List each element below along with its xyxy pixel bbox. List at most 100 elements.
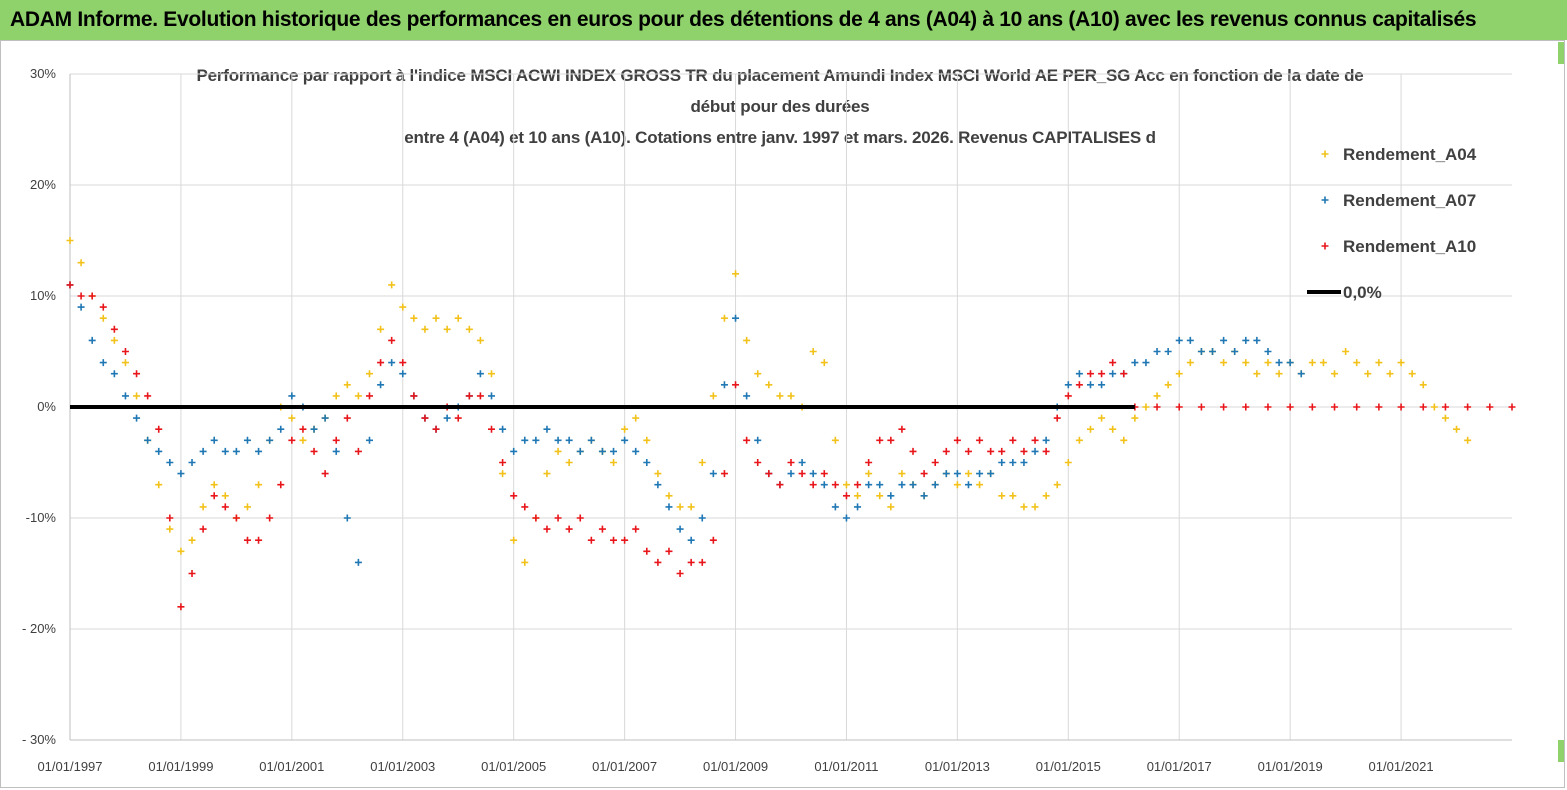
- data-point-Rendement_A04: [1308, 359, 1316, 367]
- data-point-Rendement_A07: [310, 425, 318, 433]
- y-tick-label: 0%: [37, 399, 56, 414]
- data-point-Rendement_A04: [676, 503, 684, 511]
- data-point-Rendement_A07: [831, 503, 839, 511]
- data-point-Rendement_A04: [953, 481, 961, 489]
- legend-label-Rendement_A04: Rendement_A04: [1343, 145, 1477, 164]
- data-point-Rendement_A04: [1441, 414, 1449, 422]
- data-point-Rendement_A07: [554, 436, 562, 444]
- data-point-Rendement_A10: [255, 536, 263, 544]
- data-point-Rendement_A07: [676, 525, 684, 533]
- data-point-Rendement_A04: [964, 470, 972, 478]
- x-tick-label: 01/01/2009: [703, 759, 768, 774]
- data-point-Rendement_A10: [920, 470, 928, 478]
- data-point-Rendement_A10: [488, 425, 496, 433]
- data-point-Rendement_A04: [255, 481, 263, 489]
- data-point-Rendement_A07: [243, 436, 251, 444]
- corner-handle-top: [1558, 42, 1564, 64]
- data-point-Rendement_A04: [554, 447, 562, 455]
- data-point-Rendement_A07: [199, 447, 207, 455]
- data-point-Rendement_A10: [177, 603, 185, 611]
- data-point-Rendement_A04: [1342, 348, 1350, 355]
- data-point-Rendement_A07: [987, 470, 995, 478]
- data-point-Rendement_A07: [121, 392, 129, 400]
- data-point-Rendement_A07: [1131, 359, 1139, 367]
- data-point-Rendement_A07: [632, 447, 640, 455]
- data-point-Rendement_A10: [643, 547, 651, 555]
- data-point-Rendement_A04: [66, 237, 74, 244]
- data-point-Rendement_A07: [543, 425, 551, 433]
- data-point-Rendement_A04: [1253, 370, 1261, 378]
- data-point-Rendement_A10: [820, 470, 828, 478]
- data-point-Rendement_A04: [1220, 359, 1228, 367]
- data-point-Rendement_A07: [365, 436, 373, 444]
- data-point-Rendement_A07: [354, 558, 362, 566]
- legend-marker-Rendement_A07: [1321, 196, 1329, 204]
- data-point-Rendement_A10: [1020, 447, 1028, 455]
- gridlines: [69, 73, 1512, 741]
- legend-label-Rendement_A10: Rendement_A10: [1343, 237, 1476, 256]
- data-point-Rendement_A07: [221, 447, 229, 455]
- data-point-Rendement_A07: [1231, 348, 1239, 355]
- y-tick-label: 30%: [30, 66, 56, 81]
- data-point-Rendement_A04: [754, 370, 762, 378]
- data-point-Rendement_A10: [876, 436, 884, 444]
- data-point-Rendement_A07: [476, 370, 484, 378]
- data-point-Rendement_A10: [510, 492, 518, 500]
- data-point-Rendement_A10: [310, 447, 318, 455]
- data-point-Rendement_A04: [1020, 503, 1028, 511]
- data-point-Rendement_A07: [1264, 348, 1272, 355]
- data-point-Rendement_A07: [621, 436, 629, 444]
- y-tick-label: 20%: [30, 177, 56, 192]
- x-tick-label: 01/01/2007: [592, 759, 657, 774]
- data-point-Rendement_A04: [1098, 414, 1106, 422]
- data-point-Rendement_A04: [654, 470, 662, 478]
- data-point-Rendement_A10: [343, 414, 351, 422]
- data-point-Rendement_A10: [576, 514, 584, 522]
- x-tick-label: 01/01/1997: [37, 759, 102, 774]
- data-point-Rendement_A07: [1064, 381, 1072, 389]
- data-point-Rendement_A04: [776, 392, 784, 400]
- data-point-Rendement_A07: [798, 459, 806, 466]
- data-point-Rendement_A07: [1275, 359, 1283, 367]
- data-point-Rendement_A07: [321, 414, 329, 422]
- data-point-Rendement_A04: [1319, 359, 1327, 367]
- data-point-Rendement_A10: [421, 414, 429, 422]
- data-point-Rendement_A10: [1220, 403, 1228, 411]
- data-point-Rendement_A04: [1419, 381, 1427, 389]
- data-point-Rendement_A07: [931, 481, 939, 489]
- data-point-Rendement_A04: [632, 414, 640, 422]
- data-point-Rendement_A04: [687, 503, 695, 511]
- chart-frame: [0, 40, 1565, 788]
- data-point-Rendement_A10: [1064, 392, 1072, 400]
- data-point-Rendement_A04: [1275, 370, 1283, 378]
- data-point-Rendement_A07: [399, 370, 407, 378]
- data-point-Rendement_A07: [532, 436, 540, 444]
- data-point-Rendement_A10: [210, 492, 218, 500]
- data-point-Rendement_A07: [820, 481, 828, 489]
- data-point-Rendement_A10: [998, 447, 1006, 455]
- data-point-Rendement_A07: [1142, 359, 1150, 367]
- data-point-Rendement_A07: [133, 414, 141, 422]
- data-point-Rendement_A10: [665, 547, 673, 555]
- data-point-Rendement_A07: [610, 447, 618, 455]
- data-point-Rendement_A07: [942, 470, 950, 478]
- data-point-Rendement_A10: [1331, 403, 1339, 411]
- data-point-Rendement_A10: [976, 436, 984, 444]
- data-point-Rendement_A10: [1508, 403, 1516, 411]
- data-point-Rendement_A07: [377, 381, 385, 389]
- data-point-Rendement_A10: [776, 481, 784, 489]
- data-point-Rendement_A04: [743, 336, 751, 344]
- x-tick-label: 01/01/2013: [925, 759, 990, 774]
- data-point-Rendement_A10: [942, 447, 950, 455]
- data-point-Rendement_A07: [1075, 370, 1083, 378]
- data-point-Rendement_A10: [454, 414, 462, 422]
- data-point-Rendement_A10: [155, 425, 163, 433]
- data-point-Rendement_A10: [587, 536, 595, 544]
- data-point-Rendement_A10: [1109, 359, 1117, 367]
- banner-title: ADAM Informe. Evolution historique des p…: [10, 8, 1477, 31]
- data-point-Rendement_A10: [144, 392, 152, 400]
- data-point-Rendement_A10: [499, 459, 507, 466]
- report-banner: ADAM Informe. Evolution historique des p…: [0, 0, 1567, 40]
- x-tick-label: 01/01/2001: [259, 759, 324, 774]
- y-tick-label: 10%: [30, 288, 56, 303]
